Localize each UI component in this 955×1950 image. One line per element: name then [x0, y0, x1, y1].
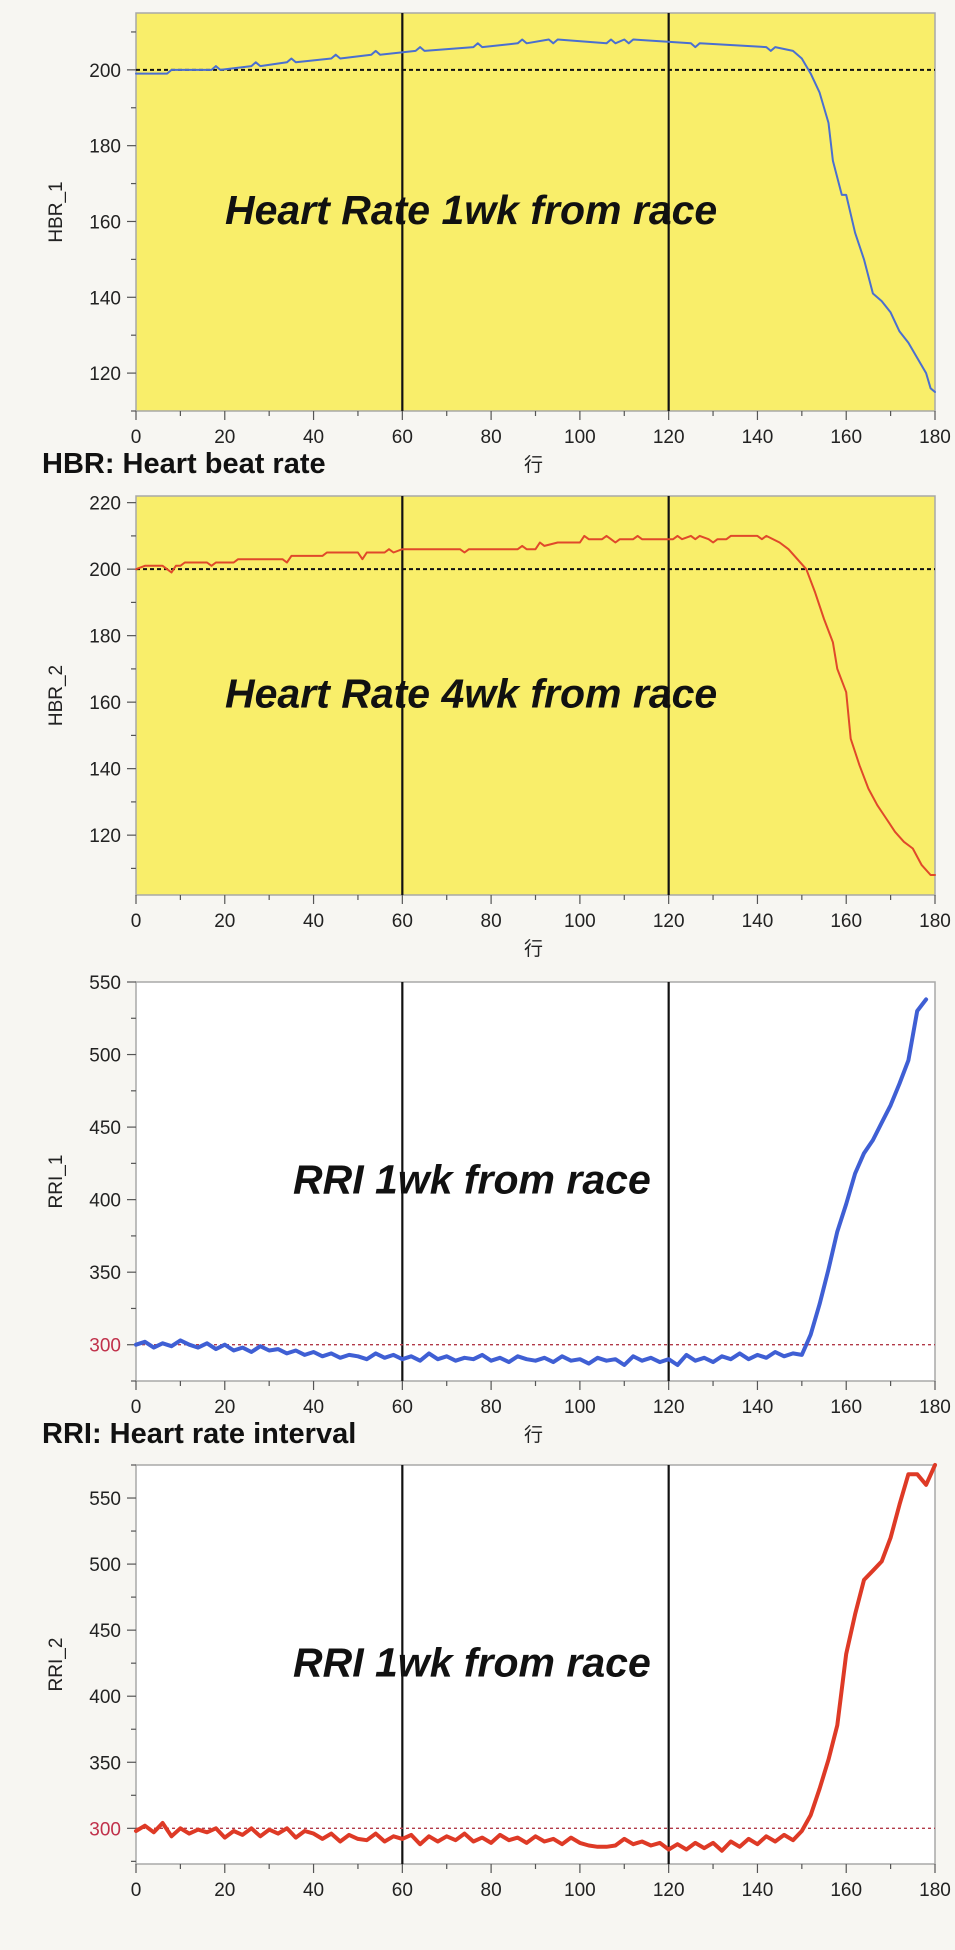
y-tick-label: 120 [89, 364, 121, 385]
x-tick-label: 0 [131, 1397, 142, 1418]
x-tick-label: 180 [919, 1880, 951, 1901]
x-tick-label: 100 [564, 1880, 596, 1901]
plot-area [135, 495, 936, 896]
overlay-title: RRI 1wk from race [293, 1639, 651, 1685]
x-tick-label: 80 [481, 1397, 502, 1418]
chart-hbr1: 120 140 160 180 200 0 20 40 60 80 100 120 140 160 180 H… [46, 12, 951, 476]
x-tick-label: 140 [742, 1397, 774, 1418]
x-tick-label: 40 [303, 1397, 324, 1418]
y-axis-label: RRI_1 [46, 1155, 67, 1209]
x-tick-label: 140 [742, 427, 774, 448]
overlay-title: Heart Rate 1wk from race [225, 187, 717, 233]
y-tick-label: 400 [89, 1687, 121, 1708]
y-axis-label: HBR_2 [46, 665, 67, 726]
x-tick-label: 20 [214, 1397, 235, 1418]
x-tick-label: 140 [742, 911, 774, 932]
y-tick-label: 550 [89, 973, 121, 994]
x-tick-label: 100 [564, 427, 596, 448]
plot-area [135, 1464, 936, 1865]
hbr-caption: HBR: Heart beat rate [42, 448, 326, 480]
y-tick-label: 500 [89, 1046, 121, 1067]
series-line [135, 38, 936, 393]
y-tick-label: 300 [89, 1336, 121, 1357]
y-tick-label: 200 [89, 560, 121, 581]
x-tick-label: 180 [919, 1397, 951, 1418]
y-tick-label: 140 [89, 288, 121, 309]
plot-area [135, 981, 936, 1382]
x-tick-label: 0 [131, 427, 142, 448]
x-tick-label: 60 [392, 1397, 413, 1418]
y-tick-label: 160 [89, 212, 121, 233]
x-tick-label: 120 [653, 1880, 685, 1901]
x-tick-label: 120 [653, 427, 685, 448]
x-tick-label: 40 [303, 911, 324, 932]
x-tick-label: 80 [481, 1880, 502, 1901]
x-tick-label: 0 [131, 911, 142, 932]
x-tick-label: 20 [214, 1880, 235, 1901]
x-tick-label: 80 [481, 911, 502, 932]
overlay-title: RRI 1wk from race [293, 1156, 651, 1202]
y-tick-label: 120 [89, 826, 121, 847]
x-tick-label: 160 [830, 911, 862, 932]
y-tick-label: 350 [89, 1753, 121, 1774]
x-axis-label: 行 [524, 454, 543, 476]
chart-rri2: 300 350 400 450 500 550 0 20 40 60 80 100 120 140 160 1… [46, 1463, 951, 1901]
x-tick-label: 40 [303, 1880, 324, 1901]
x-tick-label: 160 [830, 1880, 862, 1901]
x-tick-label: 120 [653, 1397, 685, 1418]
x-tick-label: 60 [392, 427, 413, 448]
y-tick-label: 400 [89, 1191, 121, 1212]
x-tick-label: 80 [481, 427, 502, 448]
plot-area [135, 12, 936, 412]
x-tick-label: 60 [392, 1880, 413, 1901]
x-tick-label: 160 [830, 427, 862, 448]
x-tick-label: 180 [919, 427, 951, 448]
overlay-title: Heart Rate 4wk from race [225, 670, 717, 716]
y-tick-label: 220 [89, 494, 121, 515]
x-tick-label: 120 [653, 911, 685, 932]
series-line [134, 997, 929, 1367]
y-axis-label: RRI_2 [46, 1638, 67, 1692]
x-tick-label: 60 [392, 911, 413, 932]
chart-hbr2: 120 140 160 180 200 220 0 20 40 60 80 100 120 140 160 1… [46, 494, 951, 960]
x-tick-label: 100 [564, 911, 596, 932]
x-tick-label: 20 [214, 427, 235, 448]
x-tick-label: 0 [131, 1880, 142, 1901]
x-tick-label: 140 [742, 1880, 774, 1901]
x-tick-label: 20 [214, 911, 235, 932]
rri-caption: RRI: Heart rate interval [42, 1418, 357, 1450]
y-tick-label: 180 [89, 627, 121, 648]
y-tick-label: 350 [89, 1263, 121, 1284]
y-tick-label: 160 [89, 693, 121, 714]
y-tick-label: 450 [89, 1621, 121, 1642]
x-tick-label: 180 [919, 911, 951, 932]
x-tick-label: 100 [564, 1397, 596, 1418]
x-axis-label: 行 [524, 1424, 543, 1446]
y-tick-label: 180 [89, 137, 121, 158]
y-tick-label: 500 [89, 1555, 121, 1576]
chart-rri1: 300 350 400 450 500 550 0 20 40 60 80 100 120 140 160 1… [46, 973, 951, 1446]
series-line [134, 1463, 937, 1853]
x-axis-label: 行 [524, 938, 543, 960]
y-tick-label: 200 [89, 61, 121, 82]
y-axis-label: HBR_1 [46, 181, 67, 242]
x-tick-label: 40 [303, 427, 324, 448]
series-line [135, 534, 936, 876]
y-tick-label: 300 [89, 1819, 121, 1840]
y-tick-label: 550 [89, 1489, 121, 1510]
y-tick-label: 140 [89, 760, 121, 781]
x-tick-label: 160 [830, 1397, 862, 1418]
y-tick-label: 450 [89, 1118, 121, 1139]
